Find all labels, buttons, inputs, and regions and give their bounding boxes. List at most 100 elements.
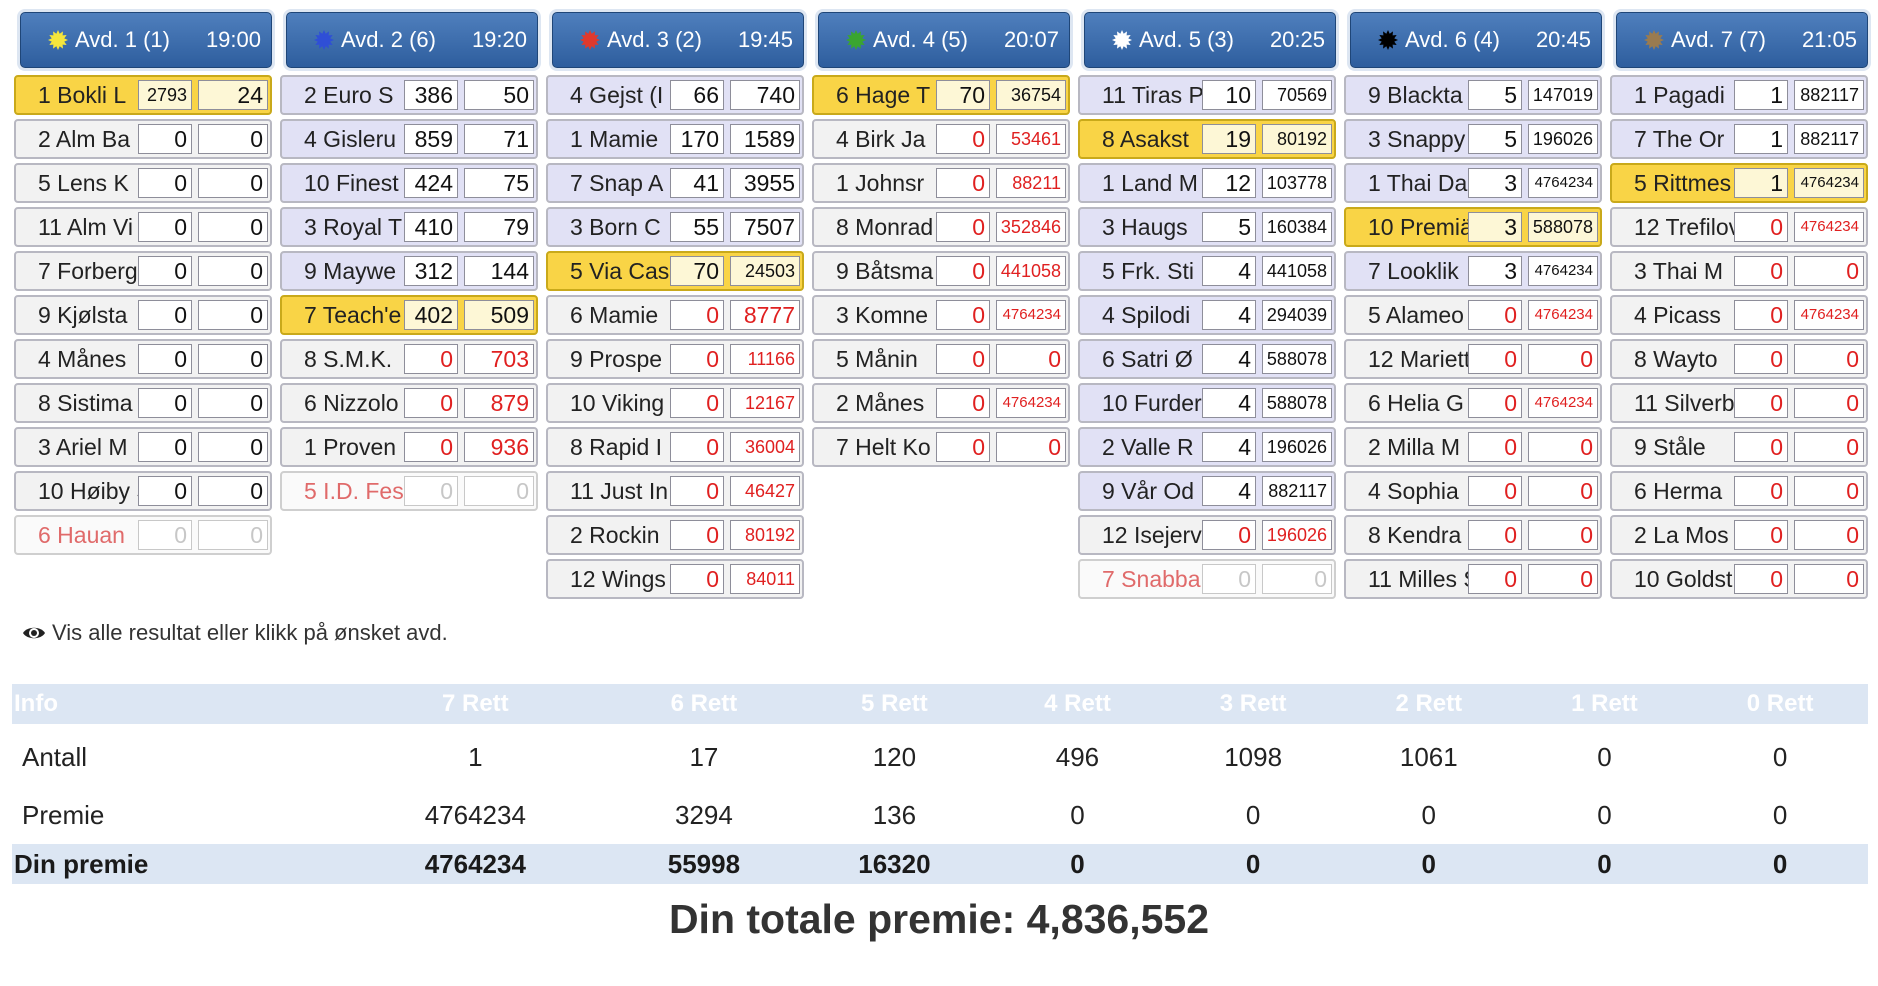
header-7-rett: 7 Rett <box>342 684 609 724</box>
horse-row[interactable]: 6 Herma 0 0 <box>1610 471 1868 511</box>
horse-row[interactable]: 5 Via Cas 70 24503 <box>546 251 804 291</box>
horse-row[interactable]: 9 Blackta 5 147019 <box>1344 75 1602 115</box>
horse-row[interactable]: 9 Ståle 0 0 <box>1610 427 1868 467</box>
system-percent-value: 70 <box>670 256 724 286</box>
horse-row[interactable]: 1 Bokli L 2793 24 <box>14 75 272 115</box>
cell: 0 <box>1597 799 1612 830</box>
horse-row[interactable]: 3 Born C 55 7507 <box>546 207 804 247</box>
horse-row[interactable]: 12 Isejerva0196026 <box>1078 515 1336 555</box>
system-percent-value: 859 <box>404 124 458 154</box>
horse-row[interactable]: 5 I.D. Fes 0 0 <box>280 471 538 511</box>
horse-row[interactable]: 8 Kendra 0 0 <box>1344 515 1602 555</box>
horse-row[interactable]: 1 Land M 12 103778 <box>1078 163 1336 203</box>
horse-row[interactable]: 10 Premiä 3 588078 <box>1344 207 1602 247</box>
horse-row[interactable]: 10 Viking 0 12167 <box>546 383 804 423</box>
horse-row[interactable]: 6 Mamie 0 8777 <box>546 295 804 335</box>
race-header-button[interactable]: Avd. 2 (6) 19:20 <box>286 12 538 68</box>
horse-row[interactable]: 5 Alameo 0 4764234 <box>1344 295 1602 335</box>
payout-value: 0 <box>198 432 268 462</box>
horse-row[interactable]: 6 Hage T 70 36754 <box>812 75 1070 115</box>
horse-row[interactable]: 9 Vår Od 4 882117 <box>1078 471 1336 511</box>
horse-row[interactable]: 7 Snap A 41 3955 <box>546 163 804 203</box>
horse-row[interactable]: 8 Asakst 19 80192 <box>1078 119 1336 159</box>
horse-row[interactable]: 10 Finest 424 75 <box>280 163 538 203</box>
horse-row[interactable]: 10 Furderu4588078 <box>1078 383 1336 423</box>
horse-row[interactable]: 7 Looklik 3 4764234 <box>1344 251 1602 291</box>
horse-row[interactable]: 6 Nizzolo 0 879 <box>280 383 538 423</box>
horse-row[interactable]: 2 Månes 0 4764234 <box>812 383 1070 423</box>
race-header-button[interactable]: Avd. 6 (4) 20:45 <box>1350 12 1602 68</box>
horse-row[interactable]: 3 Snappy 5 196026 <box>1344 119 1602 159</box>
horse-row[interactable]: 6 Helia G 0 4764234 <box>1344 383 1602 423</box>
horse-row[interactable]: 2 Valle R 4 196026 <box>1078 427 1336 467</box>
race-title: Avd. 3 (2) <box>607 27 702 52</box>
horse-row[interactable]: 8 S.M.K. 0 703 <box>280 339 538 379</box>
horse-row[interactable]: 2 Alm Ba 0 0 <box>14 119 272 159</box>
horse-row[interactable]: 5 Frk. Sti 4 441058 <box>1078 251 1336 291</box>
horse-row[interactable]: 1 Mamie 170 1589 <box>546 119 804 159</box>
payout-value: 75 <box>464 168 534 198</box>
horse-row[interactable]: 1 Pagadi 1 882117 <box>1610 75 1868 115</box>
horse-row[interactable]: 12 Trefilov 0 4764234 <box>1610 207 1868 247</box>
horse-row[interactable]: 3 Royal T 410 79 <box>280 207 538 247</box>
race-header-button[interactable]: Avd. 3 (2) 19:45 <box>552 12 804 68</box>
horse-row[interactable]: 9 Maywe 312 144 <box>280 251 538 291</box>
horse-row[interactable]: 10 Goldstr 0 0 <box>1610 559 1868 599</box>
horse-row[interactable]: 1 Johnsr 0 88211 <box>812 163 1070 203</box>
horse-row[interactable]: 1 Thai Da 3 4764234 <box>1344 163 1602 203</box>
horse-row[interactable]: 7 The Or 1 882117 <box>1610 119 1868 159</box>
race-header-button[interactable]: Avd. 1 (1) 19:00 <box>20 12 272 68</box>
horse-row[interactable]: 8 Wayto 0 0 <box>1610 339 1868 379</box>
horse-row[interactable]: 12 Mariett 0 0 <box>1344 339 1602 379</box>
horse-row[interactable]: 4 Birk Ja 0 53461 <box>812 119 1070 159</box>
horse-row[interactable]: 11 Alm Vi 0 0 <box>14 207 272 247</box>
horse-row[interactable]: 8 Sistima 0 0 <box>14 383 272 423</box>
horse-row[interactable]: 7 Forberg 0 0 <box>14 251 272 291</box>
horse-row[interactable]: 2 Euro S 386 50 <box>280 75 538 115</box>
horse-name: 4 Sophia <box>1368 478 1459 504</box>
horse-row[interactable]: 8 Rapid I 0 36004 <box>546 427 804 467</box>
horse-row[interactable]: 5 Rittmes 1 4764234 <box>1610 163 1868 203</box>
cell: 0 <box>1772 799 1788 830</box>
horse-row[interactable]: 1 Proven 0 936 <box>280 427 538 467</box>
race-column: Avd. 5 (3) 20:25 11 Tiras P 10 70569 8 Asakst… <box>1076 12 1338 603</box>
horse-row[interactable]: 8 Monrad 0 352846 <box>812 207 1070 247</box>
payout-value: 88211 <box>996 168 1066 198</box>
horse-row[interactable]: 2 La Mos 0 0 <box>1610 515 1868 555</box>
horse-row[interactable]: 11 Silverb 0 0 <box>1610 383 1868 423</box>
horse-row[interactable]: 6 Satri Ø 4 588078 <box>1078 339 1336 379</box>
show-all-results-link[interactable]: Vis alle resultat eller klikk på ønsket … <box>22 620 448 646</box>
horse-name: 2 Månes <box>836 390 925 416</box>
horse-row[interactable]: 9 Kjølsta 0 0 <box>14 295 272 335</box>
horse-row[interactable]: 7 Teach'e 402 509 <box>280 295 538 335</box>
horse-row[interactable]: 10 Høiby S00 <box>14 471 272 511</box>
horse-row[interactable]: 7 Helt Ko 0 0 <box>812 427 1070 467</box>
horse-row[interactable]: 2 Rockin 0 80192 <box>546 515 804 555</box>
horse-row[interactable]: 4 Gejst (I 66 740 <box>546 75 804 115</box>
horse-row[interactable]: 5 Månin 0 0 <box>812 339 1070 379</box>
horse-row[interactable]: 3 Haugs 5 160384 <box>1078 207 1336 247</box>
horse-row[interactable]: 4 Picass 0 4764234 <box>1610 295 1868 335</box>
horse-row[interactable]: 12 Wings 0 84011 <box>546 559 804 599</box>
horse-row[interactable]: 3 Komne 0 4764234 <box>812 295 1070 335</box>
horse-row[interactable]: 9 Prospe 0 11166 <box>546 339 804 379</box>
race-header-button[interactable]: Avd. 5 (3) 20:25 <box>1084 12 1336 68</box>
race-header-button[interactable]: Avd. 4 (5) 20:07 <box>818 12 1070 68</box>
horse-row[interactable]: 11 Tiras P 10 70569 <box>1078 75 1336 115</box>
horse-row[interactable]: 4 Gisleru 859 71 <box>280 119 538 159</box>
horse-row[interactable]: 7 Snabba 0 0 <box>1078 559 1336 599</box>
race-header-button[interactable]: Avd. 7 (7) 21:05 <box>1616 12 1868 68</box>
horse-row[interactable]: 4 Sophia 0 0 <box>1344 471 1602 511</box>
horse-row[interactable]: 4 Månes 0 0 <box>14 339 272 379</box>
horse-row[interactable]: 6 Hauan 0 0 <box>14 515 272 555</box>
horse-row[interactable]: 4 Spilodi 4 294039 <box>1078 295 1336 335</box>
payout-value: 36004 <box>730 432 800 462</box>
horse-row[interactable]: 11 Just In 0 46427 <box>546 471 804 511</box>
horse-row[interactable]: 9 Båtsma 0 441058 <box>812 251 1070 291</box>
cell: 496 <box>1055 741 1100 772</box>
